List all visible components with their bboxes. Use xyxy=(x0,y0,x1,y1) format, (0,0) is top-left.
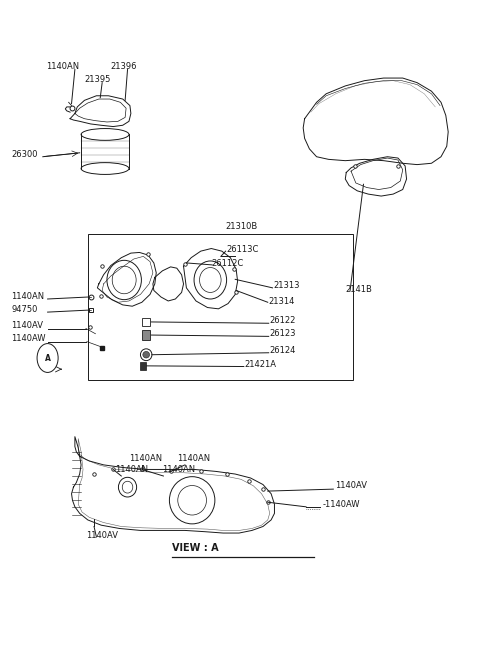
Text: 1140AN: 1140AN xyxy=(115,465,148,474)
Text: 1140AN: 1140AN xyxy=(162,465,195,474)
Text: 26122: 26122 xyxy=(270,316,296,325)
Text: 1140AW: 1140AW xyxy=(11,334,46,343)
Text: 26300: 26300 xyxy=(11,150,38,160)
Circle shape xyxy=(37,344,58,373)
Text: 21310B: 21310B xyxy=(226,223,258,231)
Text: 1140AV: 1140AV xyxy=(335,482,367,490)
Text: 94750: 94750 xyxy=(11,305,37,314)
Text: 21314: 21314 xyxy=(269,296,295,306)
Text: 1140AV: 1140AV xyxy=(86,531,118,539)
Text: 26113C: 26113C xyxy=(227,246,259,254)
Bar xyxy=(141,362,146,370)
Text: VIEW : A: VIEW : A xyxy=(172,543,219,553)
Ellipse shape xyxy=(143,351,150,358)
Text: 21421A: 21421A xyxy=(245,360,277,369)
Text: 1140AN: 1140AN xyxy=(11,292,44,301)
Text: 26123: 26123 xyxy=(270,329,296,338)
Text: 2141B: 2141B xyxy=(345,285,372,294)
Bar xyxy=(88,234,353,380)
Text: 26112C: 26112C xyxy=(211,258,243,267)
Text: -1140AW: -1140AW xyxy=(323,500,360,509)
Text: 21313: 21313 xyxy=(274,281,300,290)
Text: 1140AV: 1140AV xyxy=(11,321,43,330)
Text: 21395: 21395 xyxy=(84,75,111,84)
Bar xyxy=(142,318,151,326)
Text: 1140AN: 1140AN xyxy=(129,454,162,463)
Bar xyxy=(142,330,151,340)
Text: 1140AN: 1140AN xyxy=(177,454,210,463)
Text: A: A xyxy=(45,353,50,363)
Text: 21396: 21396 xyxy=(111,62,137,71)
Text: 26124: 26124 xyxy=(270,346,296,355)
Text: 1140AN: 1140AN xyxy=(46,62,79,71)
